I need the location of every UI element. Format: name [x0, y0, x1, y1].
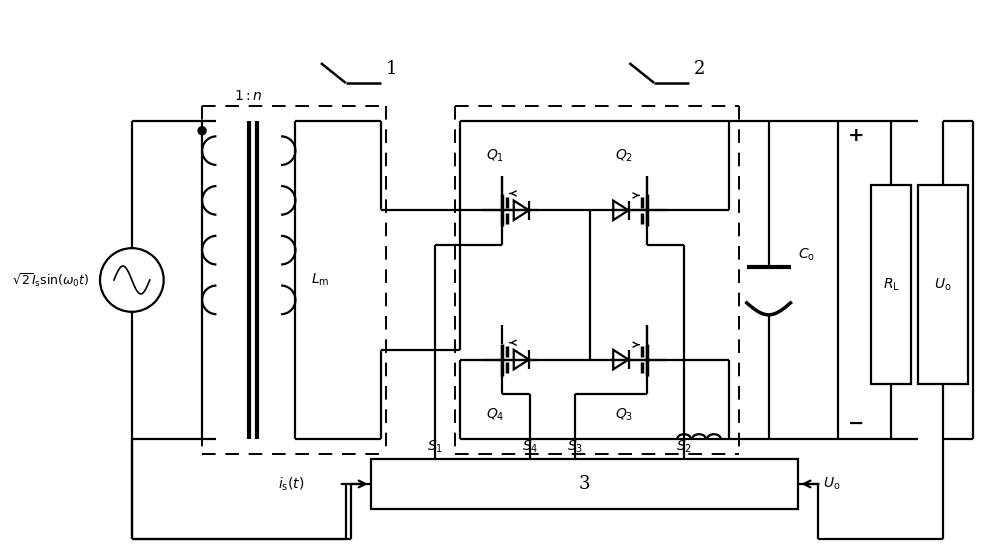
Text: 2: 2: [694, 60, 705, 78]
Text: $Q_2$: $Q_2$: [615, 147, 633, 164]
Text: $U_{\rm o}$: $U_{\rm o}$: [934, 277, 952, 293]
Text: 1: 1: [386, 60, 397, 78]
Text: $1:n$: $1:n$: [234, 89, 263, 103]
Text: $S_3$: $S_3$: [567, 439, 583, 455]
Circle shape: [198, 127, 206, 135]
Text: $R_{\rm L}$: $R_{\rm L}$: [883, 277, 900, 293]
Text: −: −: [848, 416, 864, 433]
Text: $U_{\rm o}$: $U_{\rm o}$: [823, 476, 841, 492]
Text: $L_{\rm m}$: $L_{\rm m}$: [311, 272, 329, 288]
Text: $S_1$: $S_1$: [427, 439, 443, 455]
Text: $\sqrt{2}I_{\rm s}{\rm sin}(\omega_0 t)$: $\sqrt{2}I_{\rm s}{\rm sin}(\omega_0 t)$: [12, 271, 90, 289]
Text: 3: 3: [579, 475, 590, 493]
Bar: [918, 186, 968, 384]
Text: $Q_3$: $Q_3$: [615, 406, 634, 423]
Text: $C_{\rm o}$: $C_{\rm o}$: [798, 247, 816, 263]
Text: +: +: [848, 127, 864, 145]
Text: $Q_1$: $Q_1$: [486, 147, 504, 164]
Bar: [871, 186, 911, 384]
Text: $S_2$: $S_2$: [676, 439, 692, 455]
Text: $i_{\rm s}(t)$: $i_{\rm s}(t)$: [278, 475, 304, 493]
Text: $S_4$: $S_4$: [522, 439, 538, 455]
Text: $Q_4$: $Q_4$: [486, 406, 504, 423]
Bar: [371, 459, 798, 509]
